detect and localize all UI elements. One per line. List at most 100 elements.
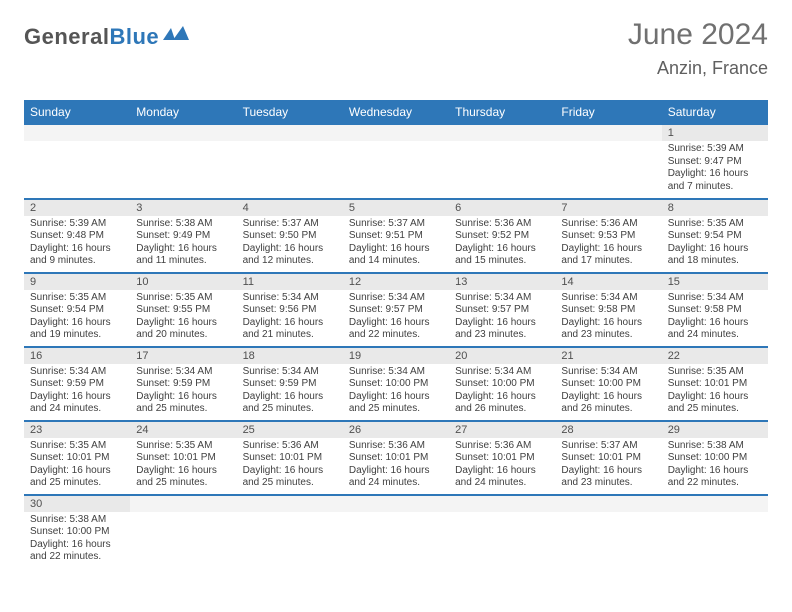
calendar-day-cell: 4Sunrise: 5:37 AMSunset: 9:50 PMDaylight…	[237, 198, 343, 272]
daylight-text: Daylight: 16 hours and 24 minutes.	[668, 317, 762, 342]
day-details: Sunrise: 5:34 AMSunset: 9:57 PMDaylight:…	[343, 290, 449, 346]
calendar-day-cell	[24, 124, 130, 198]
day-number: 27	[449, 421, 555, 438]
calendar-day-cell	[343, 124, 449, 198]
sunset-text: Sunset: 9:57 PM	[455, 304, 549, 317]
day-details: Sunrise: 5:39 AMSunset: 9:48 PMDaylight:…	[24, 216, 130, 272]
daylight-text: Daylight: 16 hours and 11 minutes.	[136, 243, 230, 268]
daylight-text: Daylight: 16 hours and 14 minutes.	[349, 243, 443, 268]
calendar-day-cell: 3Sunrise: 5:38 AMSunset: 9:49 PMDaylight…	[130, 198, 236, 272]
sunrise-text: Sunrise: 5:35 AM	[668, 366, 762, 379]
day-details: Sunrise: 5:34 AMSunset: 9:59 PMDaylight:…	[130, 364, 236, 420]
logo-word1: General	[24, 24, 109, 49]
daylight-text: Daylight: 16 hours and 24 minutes.	[455, 465, 549, 490]
day-details: Sunrise: 5:34 AMSunset: 9:58 PMDaylight:…	[662, 290, 768, 346]
day-details: Sunrise: 5:39 AMSunset: 9:47 PMDaylight:…	[662, 141, 768, 197]
calendar-day-cell	[343, 494, 449, 568]
calendar-day-cell: 7Sunrise: 5:36 AMSunset: 9:53 PMDaylight…	[555, 198, 661, 272]
day-number	[237, 124, 343, 141]
sunset-text: Sunset: 10:01 PM	[349, 452, 443, 465]
day-number: 6	[449, 199, 555, 216]
daylight-text: Daylight: 16 hours and 19 minutes.	[30, 317, 124, 342]
sunrise-text: Sunrise: 5:35 AM	[30, 440, 124, 453]
day-number	[662, 495, 768, 512]
sunrise-text: Sunrise: 5:35 AM	[668, 218, 762, 231]
logo-word2: Blue	[109, 24, 159, 49]
calendar-week-row: 1Sunrise: 5:39 AMSunset: 9:47 PMDaylight…	[24, 124, 768, 198]
day-number: 4	[237, 199, 343, 216]
day-details: Sunrise: 5:37 AMSunset: 9:50 PMDaylight:…	[237, 216, 343, 272]
sunrise-text: Sunrise: 5:37 AM	[561, 440, 655, 453]
sunrise-text: Sunrise: 5:38 AM	[30, 514, 124, 527]
calendar-day-cell: 19Sunrise: 5:34 AMSunset: 10:00 PMDaylig…	[343, 346, 449, 420]
day-number	[449, 495, 555, 512]
day-number: 2	[24, 199, 130, 216]
calendar-day-cell: 27Sunrise: 5:36 AMSunset: 10:01 PMDaylig…	[449, 420, 555, 494]
sunrise-text: Sunrise: 5:35 AM	[30, 292, 124, 305]
calendar-day-cell	[662, 494, 768, 568]
day-number: 15	[662, 273, 768, 290]
sunset-text: Sunset: 9:49 PM	[136, 230, 230, 243]
day-of-week-header: Wednesday	[343, 100, 449, 124]
calendar-day-cell	[555, 124, 661, 198]
daylight-text: Daylight: 16 hours and 25 minutes.	[30, 465, 124, 490]
sunrise-text: Sunrise: 5:36 AM	[349, 440, 443, 453]
daylight-text: Daylight: 16 hours and 25 minutes.	[243, 391, 337, 416]
day-details: Sunrise: 5:34 AMSunset: 10:00 PMDaylight…	[555, 364, 661, 420]
day-number	[343, 495, 449, 512]
day-number: 14	[555, 273, 661, 290]
day-details: Sunrise: 5:34 AMSunset: 9:56 PMDaylight:…	[237, 290, 343, 346]
sunset-text: Sunset: 9:55 PM	[136, 304, 230, 317]
sunset-text: Sunset: 10:01 PM	[455, 452, 549, 465]
day-number: 30	[24, 495, 130, 512]
sunrise-text: Sunrise: 5:38 AM	[136, 218, 230, 231]
calendar-day-cell: 30Sunrise: 5:38 AMSunset: 10:00 PMDaylig…	[24, 494, 130, 568]
daylight-text: Daylight: 16 hours and 21 minutes.	[243, 317, 337, 342]
sunrise-text: Sunrise: 5:34 AM	[243, 366, 337, 379]
day-details: Sunrise: 5:35 AMSunset: 9:54 PMDaylight:…	[662, 216, 768, 272]
sunset-text: Sunset: 9:53 PM	[561, 230, 655, 243]
daylight-text: Daylight: 16 hours and 24 minutes.	[30, 391, 124, 416]
day-number	[237, 495, 343, 512]
sunrise-text: Sunrise: 5:34 AM	[30, 366, 124, 379]
sunrise-text: Sunrise: 5:34 AM	[455, 366, 549, 379]
daylight-text: Daylight: 16 hours and 22 minutes.	[349, 317, 443, 342]
sunrise-text: Sunrise: 5:36 AM	[455, 218, 549, 231]
sunset-text: Sunset: 10:01 PM	[30, 452, 124, 465]
calendar-week-row: 9Sunrise: 5:35 AMSunset: 9:54 PMDaylight…	[24, 272, 768, 346]
calendar-day-cell: 2Sunrise: 5:39 AMSunset: 9:48 PMDaylight…	[24, 198, 130, 272]
day-details: Sunrise: 5:36 AMSunset: 10:01 PMDaylight…	[343, 438, 449, 494]
day-number: 28	[555, 421, 661, 438]
month-title: June 2024	[628, 18, 768, 52]
daylight-text: Daylight: 16 hours and 25 minutes.	[136, 391, 230, 416]
sunset-text: Sunset: 10:00 PM	[30, 526, 124, 539]
daylight-text: Daylight: 16 hours and 25 minutes.	[668, 391, 762, 416]
calendar-week-row: 16Sunrise: 5:34 AMSunset: 9:59 PMDayligh…	[24, 346, 768, 420]
sunset-text: Sunset: 9:51 PM	[349, 230, 443, 243]
calendar-day-cell: 13Sunrise: 5:34 AMSunset: 9:57 PMDayligh…	[449, 272, 555, 346]
day-details: Sunrise: 5:38 AMSunset: 9:49 PMDaylight:…	[130, 216, 236, 272]
calendar-day-cell: 14Sunrise: 5:34 AMSunset: 9:58 PMDayligh…	[555, 272, 661, 346]
day-details: Sunrise: 5:35 AMSunset: 9:54 PMDaylight:…	[24, 290, 130, 346]
daylight-text: Daylight: 16 hours and 18 minutes.	[668, 243, 762, 268]
calendar-week-row: 23Sunrise: 5:35 AMSunset: 10:01 PMDaylig…	[24, 420, 768, 494]
location-label: Anzin, France	[628, 58, 768, 79]
calendar-day-cell: 5Sunrise: 5:37 AMSunset: 9:51 PMDaylight…	[343, 198, 449, 272]
day-number: 19	[343, 347, 449, 364]
sunset-text: Sunset: 9:59 PM	[30, 378, 124, 391]
sunrise-text: Sunrise: 5:39 AM	[30, 218, 124, 231]
sunrise-text: Sunrise: 5:35 AM	[136, 292, 230, 305]
day-number: 9	[24, 273, 130, 290]
sunrise-text: Sunrise: 5:34 AM	[561, 292, 655, 305]
calendar-day-cell: 16Sunrise: 5:34 AMSunset: 9:59 PMDayligh…	[24, 346, 130, 420]
calendar-day-cell: 18Sunrise: 5:34 AMSunset: 9:59 PMDayligh…	[237, 346, 343, 420]
calendar-day-cell: 12Sunrise: 5:34 AMSunset: 9:57 PMDayligh…	[343, 272, 449, 346]
calendar-day-cell: 25Sunrise: 5:36 AMSunset: 10:01 PMDaylig…	[237, 420, 343, 494]
daylight-text: Daylight: 16 hours and 25 minutes.	[243, 465, 337, 490]
calendar-day-cell: 21Sunrise: 5:34 AMSunset: 10:00 PMDaylig…	[555, 346, 661, 420]
calendar-day-cell	[130, 494, 236, 568]
daylight-text: Daylight: 16 hours and 23 minutes.	[561, 465, 655, 490]
calendar-day-cell: 24Sunrise: 5:35 AMSunset: 10:01 PMDaylig…	[130, 420, 236, 494]
sunset-text: Sunset: 10:01 PM	[243, 452, 337, 465]
calendar-day-cell: 28Sunrise: 5:37 AMSunset: 10:01 PMDaylig…	[555, 420, 661, 494]
